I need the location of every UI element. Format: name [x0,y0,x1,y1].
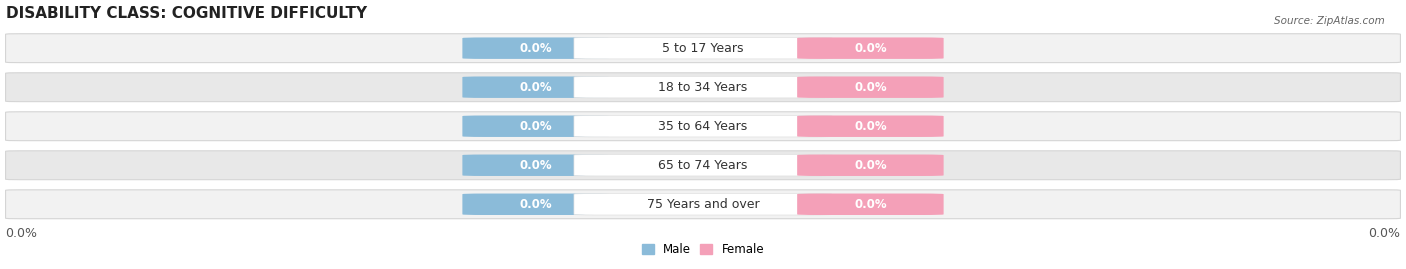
Text: 18 to 34 Years: 18 to 34 Years [658,81,748,94]
Text: 0.0%: 0.0% [519,198,553,211]
FancyBboxPatch shape [574,115,832,137]
Text: 0.0%: 0.0% [853,159,887,172]
Text: 0.0%: 0.0% [519,42,553,55]
FancyBboxPatch shape [797,115,943,137]
Legend: Male, Female: Male, Female [637,238,769,261]
Text: 0.0%: 0.0% [853,81,887,94]
FancyBboxPatch shape [574,193,832,215]
FancyBboxPatch shape [463,115,609,137]
FancyBboxPatch shape [463,154,609,176]
Text: 0.0%: 0.0% [853,120,887,133]
Text: 0.0%: 0.0% [519,120,553,133]
Text: Source: ZipAtlas.com: Source: ZipAtlas.com [1274,16,1385,26]
Text: 35 to 64 Years: 35 to 64 Years [658,120,748,133]
FancyBboxPatch shape [6,112,1400,141]
FancyBboxPatch shape [574,76,832,98]
FancyBboxPatch shape [6,151,1400,180]
Text: 0.0%: 0.0% [853,198,887,211]
Text: 65 to 74 Years: 65 to 74 Years [658,159,748,172]
FancyBboxPatch shape [574,37,832,59]
FancyBboxPatch shape [463,193,609,215]
Text: 5 to 17 Years: 5 to 17 Years [662,42,744,55]
Text: 0.0%: 0.0% [519,81,553,94]
FancyBboxPatch shape [797,76,943,98]
Text: 0.0%: 0.0% [6,227,38,240]
Text: DISABILITY CLASS: COGNITIVE DIFFICULTY: DISABILITY CLASS: COGNITIVE DIFFICULTY [6,6,367,20]
FancyBboxPatch shape [797,37,943,59]
FancyBboxPatch shape [6,190,1400,219]
Text: 0.0%: 0.0% [1368,227,1400,240]
FancyBboxPatch shape [797,193,943,215]
FancyBboxPatch shape [797,154,943,176]
FancyBboxPatch shape [6,73,1400,102]
FancyBboxPatch shape [463,76,609,98]
Text: 0.0%: 0.0% [853,42,887,55]
FancyBboxPatch shape [6,34,1400,63]
Text: 0.0%: 0.0% [519,159,553,172]
FancyBboxPatch shape [574,154,832,176]
Text: 75 Years and over: 75 Years and over [647,198,759,211]
FancyBboxPatch shape [463,37,609,59]
